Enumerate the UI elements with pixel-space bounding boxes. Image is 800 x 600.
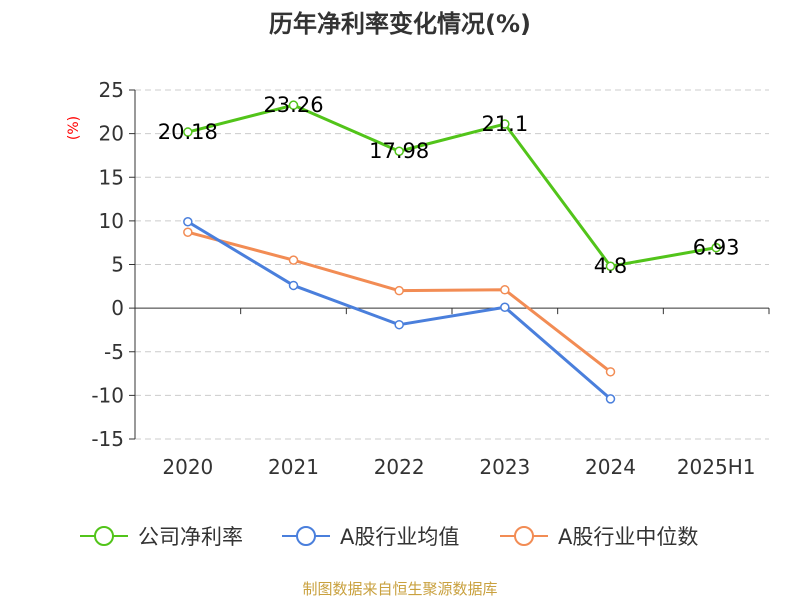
data-point bbox=[288, 280, 299, 291]
series-line bbox=[187, 230, 612, 374]
chart-title: 历年净利率变化情况(%) bbox=[269, 10, 531, 38]
data-point bbox=[500, 285, 510, 295]
legend-marker bbox=[514, 526, 534, 546]
legend-label: A股行业中位数 bbox=[558, 525, 698, 549]
data-label: 21.1 bbox=[481, 112, 528, 136]
x-tick-label: 2021 bbox=[268, 455, 319, 479]
data-point bbox=[394, 146, 404, 156]
source-note: 制图数据来自恒生聚源数据库 bbox=[302, 580, 497, 598]
data-point bbox=[605, 261, 616, 271]
data-label: 23.26 bbox=[263, 93, 323, 117]
y-tick-label: 0 bbox=[111, 296, 124, 320]
x-axis: 2020 2021 2022 2023 2024 2025H1 bbox=[134, 307, 770, 479]
data-label: 17.98 bbox=[369, 139, 429, 163]
data-label: 6.93 bbox=[693, 236, 740, 260]
legend-label: 公司净利率 bbox=[138, 525, 243, 549]
y-tick-label: 10 bbox=[99, 209, 124, 233]
y-axis-unit-label: (%) bbox=[66, 116, 82, 140]
y-tick-label: 20 bbox=[99, 122, 124, 146]
legend-marker bbox=[296, 526, 316, 546]
data-point bbox=[711, 242, 721, 253]
data-point bbox=[605, 367, 616, 377]
series-line bbox=[187, 103, 717, 268]
legend-marker bbox=[94, 526, 114, 546]
data-point bbox=[500, 119, 510, 129]
data-point bbox=[394, 285, 404, 296]
x-tick-label: 2022 bbox=[374, 455, 425, 479]
data-point bbox=[288, 255, 299, 265]
y-tick-label: -10 bbox=[91, 383, 124, 407]
y-tick-label: 5 bbox=[111, 253, 124, 277]
grid-lines bbox=[135, 89, 769, 440]
y-tick-label: -5 bbox=[104, 340, 124, 364]
data-label: 20.18 bbox=[158, 120, 218, 144]
data-point bbox=[500, 302, 510, 313]
data-point bbox=[183, 216, 193, 227]
x-tick-label: 2023 bbox=[479, 455, 530, 479]
data-labels: 20.18 23.26 17.98 21.1 4.8 6.93 bbox=[158, 93, 740, 278]
legend-label: A股行业均值 bbox=[340, 525, 459, 549]
x-tick-label: 2024 bbox=[585, 455, 636, 479]
data-label: 4.8 bbox=[594, 254, 627, 278]
data-point bbox=[394, 319, 404, 330]
data-point bbox=[183, 127, 193, 137]
y-tick-label: 15 bbox=[99, 165, 124, 189]
y-axis-ticks: 25 20 15 10 5 0 -5 -10 -15 bbox=[91, 78, 136, 451]
data-point bbox=[605, 394, 616, 404]
series-lines bbox=[183, 100, 721, 404]
data-point bbox=[288, 100, 299, 110]
legend: 公司净利率 A股行业均值 A股行业中位数 bbox=[80, 525, 698, 549]
y-tick-label: -15 bbox=[91, 427, 124, 451]
data-point bbox=[183, 227, 193, 237]
y-tick-label: 25 bbox=[99, 78, 124, 102]
x-tick-label: 2025H1 bbox=[677, 455, 756, 479]
x-tick-label: 2020 bbox=[162, 455, 213, 479]
